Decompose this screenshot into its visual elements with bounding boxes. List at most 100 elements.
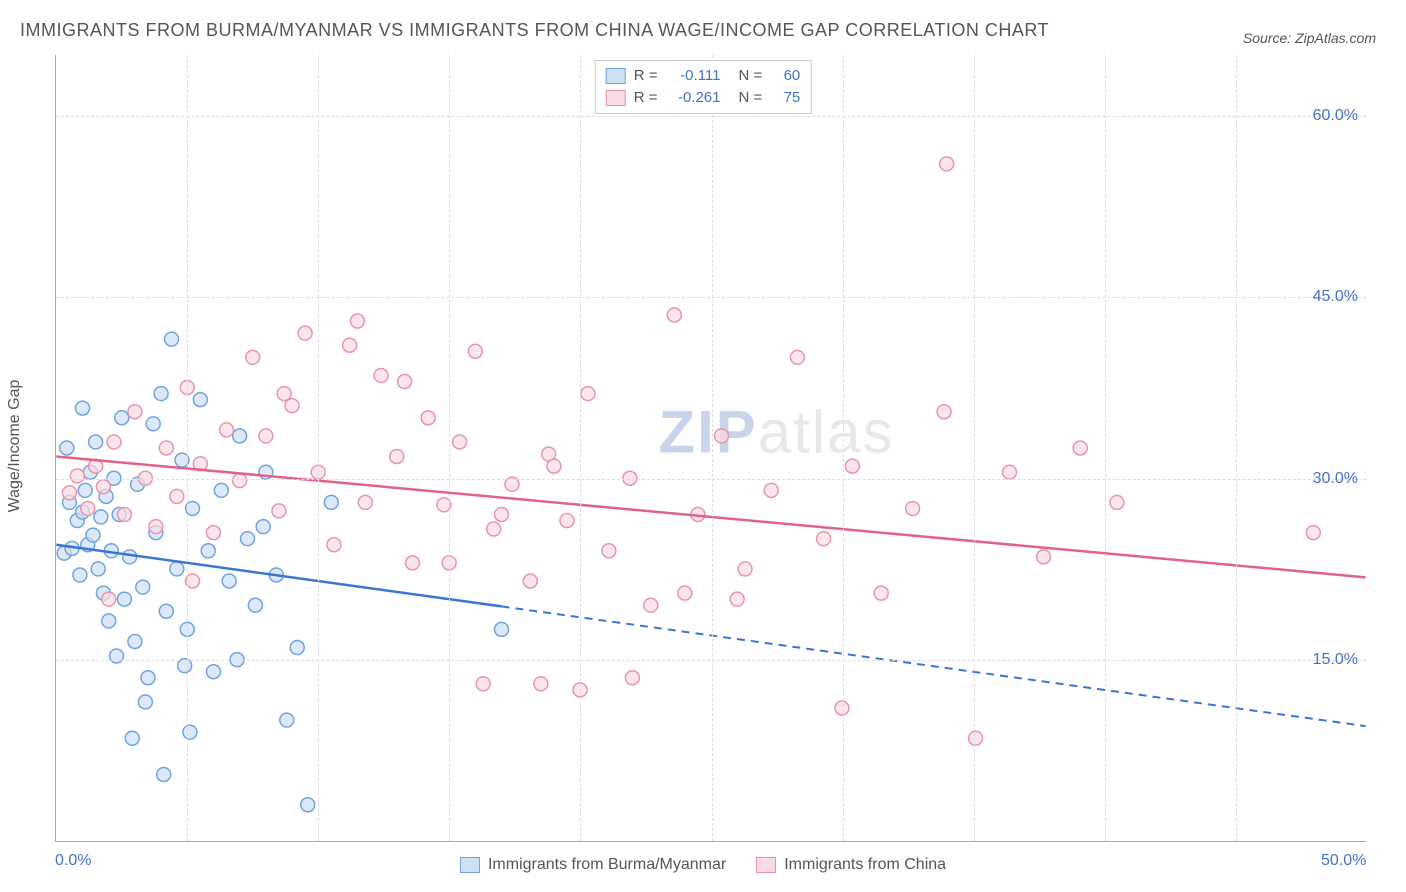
gridline-v [1236, 55, 1237, 841]
legend-swatch [606, 68, 626, 84]
scatter-point [845, 459, 859, 473]
scatter-point [487, 522, 501, 536]
scatter-point [1110, 495, 1124, 509]
legend-n-value: 75 [770, 87, 800, 109]
scatter-point [390, 449, 404, 463]
scatter-point [117, 508, 131, 522]
y-tick-label: 45.0% [1313, 288, 1358, 306]
legend-n-label: N = [739, 87, 763, 109]
scatter-point [468, 344, 482, 358]
gridline-v [712, 55, 713, 841]
y-tick-label: 30.0% [1313, 470, 1358, 488]
scatter-point [256, 520, 270, 534]
legend-r-label: R = [634, 65, 658, 87]
scatter-point [602, 544, 616, 558]
scatter-point [115, 411, 129, 425]
scatter-point [159, 604, 173, 618]
scatter-point [138, 695, 152, 709]
scatter-point [136, 580, 150, 594]
scatter-point [206, 665, 220, 679]
scatter-point [277, 387, 291, 401]
scatter-point [523, 574, 537, 588]
legend-stat-row: R =-0.111N =60 [606, 65, 801, 87]
scatter-point [149, 520, 163, 534]
scatter-point [968, 731, 982, 745]
x-tick-label: 0.0% [55, 852, 91, 870]
legend-stat-row: R = -0.261 N = 75 [606, 87, 801, 109]
legend-series-item: Immigrants from China [756, 856, 946, 874]
scatter-point [107, 435, 121, 449]
scatter-point [96, 480, 110, 494]
scatter-point [154, 387, 168, 401]
scatter-point [78, 483, 92, 497]
scatter-point [1073, 441, 1087, 455]
scatter-point [1306, 526, 1320, 540]
scatter-point [817, 532, 831, 546]
scatter-point [86, 528, 100, 542]
scatter-point [125, 731, 139, 745]
scatter-point [248, 598, 262, 612]
scatter-point [170, 562, 184, 576]
scatter-point [62, 486, 76, 500]
plot-area: ZIPatlas [55, 55, 1366, 842]
legend-swatch [756, 857, 776, 873]
scatter-point [937, 405, 951, 419]
scatter-point [157, 768, 171, 782]
scatter-point [374, 368, 388, 382]
gridline-v [187, 55, 188, 841]
scatter-point [405, 556, 419, 570]
legend-series-label: Immigrants from China [784, 856, 946, 874]
x-tick-label: 50.0% [1321, 852, 1366, 870]
scatter-point [241, 532, 255, 546]
legend-r-label: R = [634, 87, 658, 109]
scatter-point [625, 671, 639, 685]
scatter-point [128, 634, 142, 648]
scatter-point [534, 677, 548, 691]
y-tick-label: 15.0% [1313, 651, 1358, 669]
scatter-point [146, 417, 160, 431]
legend-series-item: Immigrants from Burma/Myanmar [460, 856, 726, 874]
scatter-point [906, 501, 920, 515]
scatter-point [298, 326, 312, 340]
scatter-point [201, 544, 215, 558]
scatter-point [764, 483, 778, 497]
scatter-point [220, 423, 234, 437]
scatter-point [170, 489, 184, 503]
scatter-point [94, 510, 108, 524]
scatter-point [738, 562, 752, 576]
scatter-point [790, 350, 804, 364]
legend-r-value: -0.111 [666, 65, 721, 87]
gridline-v [1105, 55, 1106, 841]
chart-title: IMMIGRANTS FROM BURMA/MYANMAR VS IMMIGRA… [20, 20, 1049, 41]
scatter-point [350, 314, 364, 328]
gridline-v [974, 55, 975, 841]
scatter-point [102, 592, 116, 606]
legend-n-value: 60 [770, 65, 800, 87]
scatter-point [280, 713, 294, 727]
scatter-point [547, 459, 561, 473]
scatter-point [60, 441, 74, 455]
scatter-point [89, 435, 103, 449]
y-axis-label: Wage/Income Gap [6, 380, 24, 513]
legend-swatch [460, 857, 480, 873]
scatter-point [193, 393, 207, 407]
scatter-point [165, 332, 179, 346]
scatter-point [476, 677, 490, 691]
gridline-v [318, 55, 319, 841]
legend-r-value: -0.261 [666, 87, 721, 109]
scatter-point [874, 586, 888, 600]
scatter-point [495, 622, 509, 636]
scatter-point [91, 562, 105, 576]
scatter-point [730, 592, 744, 606]
scatter-point [246, 350, 260, 364]
scatter-point [285, 399, 299, 413]
scatter-point [1003, 465, 1017, 479]
scatter-point [358, 495, 372, 509]
legend-stats: R = -0.111 N = 60R = -0.261 N = 75 [595, 60, 812, 114]
scatter-point [301, 798, 315, 812]
scatter-point [343, 338, 357, 352]
scatter-point [206, 526, 220, 540]
scatter-point [259, 429, 273, 443]
scatter-point [667, 308, 681, 322]
y-tick-label: 60.0% [1313, 107, 1358, 125]
